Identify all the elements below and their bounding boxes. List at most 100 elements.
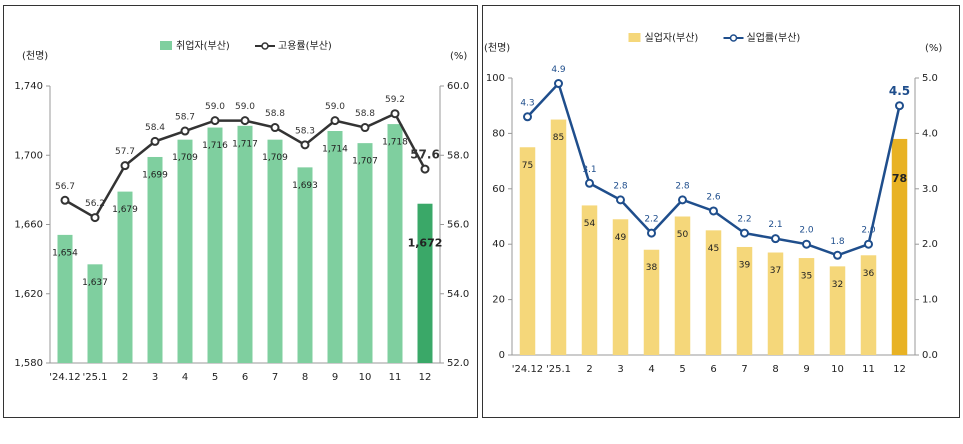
y2-tick-label: 1.0 (922, 295, 938, 306)
bar (860, 255, 877, 355)
x-tick-label: '24.12 (512, 364, 543, 375)
x-tick-label: 11 (862, 364, 875, 375)
line-value-label: 2.2 (644, 215, 658, 225)
line-marker (740, 228, 749, 238)
legend-label: 실업자(부산) (645, 31, 699, 44)
x-tick-label: 5 (212, 372, 218, 383)
y2-unit: (%) (450, 51, 467, 62)
bar (519, 147, 536, 355)
legend-swatch (628, 33, 641, 42)
bar-value-label: 1,637 (82, 278, 108, 288)
line-value-label: 2.0 (799, 226, 814, 236)
bar (891, 138, 908, 355)
line-value-label: 2.1 (768, 220, 782, 230)
bar-value-label: 1,716 (202, 141, 228, 151)
y-tick-label: 1,580 (14, 358, 43, 369)
line-marker (240, 116, 250, 126)
bar-value-label: 54 (584, 219, 596, 229)
bar-value-label: 85 (553, 133, 564, 143)
x-tick-label: 5 (679, 364, 685, 375)
bar (297, 167, 313, 363)
bar-value-label: 1,709 (262, 153, 288, 163)
bar (736, 246, 753, 355)
x-tick-label: 10 (359, 372, 372, 383)
bar (767, 252, 784, 355)
line-value-label: 2.8 (675, 181, 690, 191)
bar-value-label: 1,707 (352, 157, 378, 167)
bar (387, 124, 403, 364)
line-marker (270, 123, 280, 133)
bar-value-label: 1,709 (172, 153, 198, 163)
bar (798, 258, 815, 355)
y2-tick-label: 2.0 (922, 239, 938, 250)
x-tick-label: 11 (389, 372, 402, 383)
bar (612, 219, 629, 355)
line-marker (90, 213, 100, 223)
bar (177, 139, 193, 363)
line-marker (360, 123, 370, 133)
x-tick-label: 6 (710, 364, 716, 375)
x-tick-label: '25.1 (546, 364, 571, 375)
line-value-label: 3.1 (582, 165, 596, 175)
bar-value-label: 1,693 (292, 181, 318, 191)
bar (705, 230, 722, 355)
line-value-label: 2.0 (861, 226, 876, 236)
y2-tick-label: 54.0 (447, 289, 469, 300)
bar-value-label: 37 (770, 266, 781, 276)
y-tick-label: 1,740 (14, 81, 43, 92)
bar-value-label: 1,714 (322, 145, 348, 155)
line-marker (709, 206, 718, 216)
x-tick-label: 9 (332, 372, 338, 383)
bar (57, 234, 73, 363)
line-value-label: 1.8 (830, 237, 845, 247)
y-tick-label: 1,620 (14, 289, 43, 300)
line-marker (647, 228, 656, 238)
bar-value-label: 1,699 (142, 170, 168, 180)
line-value-label: 2.6 (706, 192, 721, 202)
y2-tick-label: 58.0 (447, 150, 469, 161)
line-value-label: 59.0 (205, 102, 225, 112)
x-tick-label: 4 (182, 372, 188, 383)
line-value-label: 4.9 (551, 65, 566, 75)
line-value-label: 2.8 (613, 181, 628, 191)
y2-tick-label: 52.0 (447, 358, 469, 369)
x-tick-label: 10 (831, 364, 844, 375)
x-tick-label: 9 (803, 364, 809, 375)
legend-swatch (160, 41, 172, 50)
line-marker (678, 195, 687, 205)
line-value-label: 59.0 (325, 102, 345, 112)
x-tick-label: 7 (741, 364, 747, 375)
y-tick-label: 1,660 (14, 220, 43, 231)
y2-tick-label: 3.0 (922, 184, 938, 195)
bar (643, 249, 660, 355)
line-value-label: 58.8 (355, 109, 375, 119)
y2-tick-label: 0.0 (922, 350, 938, 361)
line-value-label: 58.3 (295, 126, 315, 136)
bar-value-label: 1,679 (112, 205, 138, 215)
x-tick-label: 12 (419, 372, 432, 383)
bar-value-label: 36 (863, 269, 875, 279)
legend-label: 취업자(부산) (176, 39, 230, 52)
line-marker (150, 136, 160, 146)
y2-tick-label: 56.0 (447, 220, 469, 231)
legend-marker (729, 34, 738, 42)
y2-tick-label: 4.0 (922, 128, 938, 139)
x-tick-label: 3 (617, 364, 623, 375)
y2-tick-label: 5.0 (922, 73, 938, 84)
line-marker (180, 126, 190, 136)
y-tick-label: 0 (499, 350, 505, 361)
bar-value-label: 78 (892, 172, 907, 185)
bar-value-label: 49 (615, 233, 627, 243)
y-unit: (천명) (484, 42, 510, 54)
line-value-label: 59.2 (385, 95, 405, 105)
line-marker (300, 140, 310, 150)
y-tick-label: 80 (492, 128, 505, 139)
y-tick-label: 40 (492, 239, 505, 250)
y-tick-label: 100 (486, 73, 505, 84)
bar (581, 205, 598, 355)
x-tick-label: 2 (122, 372, 128, 383)
bar (550, 119, 567, 355)
bar (829, 266, 846, 355)
bar (117, 191, 133, 363)
line-value-label: 56.7 (55, 182, 75, 192)
